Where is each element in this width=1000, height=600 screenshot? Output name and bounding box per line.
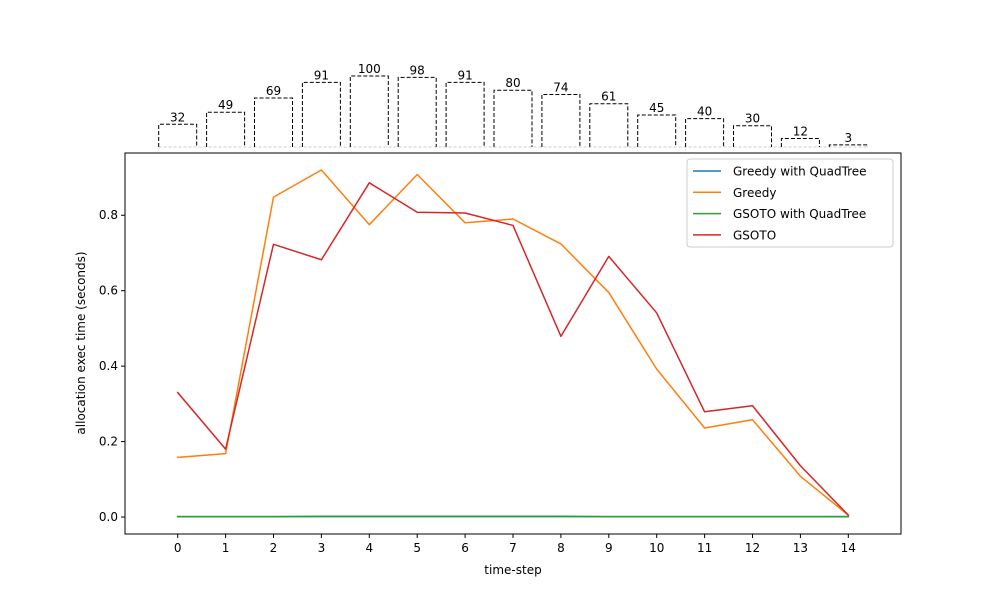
y-axis-label: allocation exec time (seconds) bbox=[74, 251, 88, 434]
y-tick-label: 0.2 bbox=[99, 435, 118, 449]
series-line-gsoto bbox=[176, 182, 850, 517]
top-bar-label: 74 bbox=[553, 80, 568, 94]
top-bar-label: 30 bbox=[745, 112, 760, 126]
x-tick-label: 7 bbox=[509, 541, 517, 555]
top-bar-label: 61 bbox=[601, 90, 616, 104]
top-bar bbox=[206, 111, 246, 147]
legend-label: GSOTO with QuadTree bbox=[733, 207, 866, 221]
x-tick-label: 10 bbox=[649, 541, 664, 555]
top-bar bbox=[589, 103, 629, 147]
y-axis: 0.0 0.2 0.4 0.6 0.8 bbox=[99, 208, 125, 524]
x-tick-label: 0 bbox=[174, 541, 182, 555]
x-tick-label: 4 bbox=[365, 541, 373, 555]
top-bar bbox=[253, 97, 293, 147]
top-bar bbox=[445, 81, 485, 147]
top-bar-label: 3 bbox=[844, 131, 852, 145]
top-bar-label: 40 bbox=[697, 105, 712, 119]
top-bar-label: 45 bbox=[649, 101, 664, 115]
x-axis-label: time-step bbox=[484, 563, 541, 577]
x-axis: 0 1 2 3 4 5 6 7 8 9 10 11 12 13 14 bbox=[174, 534, 856, 555]
legend-label: Greedy bbox=[733, 186, 776, 200]
top-bar-label: 49 bbox=[218, 98, 233, 112]
top-bar bbox=[397, 76, 437, 147]
top-bar-label: 12 bbox=[793, 124, 808, 138]
series-line-greedy bbox=[176, 169, 850, 517]
legend-box bbox=[686, 158, 894, 248]
x-tick-label: 5 bbox=[413, 541, 421, 555]
y-tick-label: 0.0 bbox=[99, 510, 118, 524]
x-tick-label: 3 bbox=[318, 541, 326, 555]
top-bar bbox=[158, 123, 198, 147]
y-tick-label: 0.6 bbox=[99, 284, 118, 298]
top-bar-label: 91 bbox=[314, 68, 329, 82]
top-bar-label: 91 bbox=[457, 68, 472, 82]
top-bar-label: 32 bbox=[170, 110, 185, 124]
top-bar-chart: 32 49 69 91 100 98 91 80 74 61 45 40 30 12 3 bbox=[158, 62, 868, 148]
x-tick-label: 9 bbox=[605, 541, 613, 555]
x-tick-label: 12 bbox=[745, 541, 760, 555]
legend-label: Greedy with QuadTree bbox=[733, 165, 867, 179]
legend: Greedy with QuadTree Greedy GSOTO with Qua… bbox=[686, 158, 894, 248]
top-bar bbox=[828, 144, 868, 147]
top-bar bbox=[733, 125, 773, 147]
top-bar-label: 100 bbox=[358, 62, 381, 76]
x-tick-label: 6 bbox=[461, 541, 469, 555]
x-tick-label: 2 bbox=[270, 541, 278, 555]
top-bar bbox=[637, 114, 677, 147]
x-tick-label: 1 bbox=[222, 541, 230, 555]
top-bar bbox=[493, 89, 533, 147]
top-bar bbox=[685, 118, 725, 147]
top-bar-label: 69 bbox=[266, 84, 281, 98]
top-bar-label: 80 bbox=[505, 76, 520, 90]
x-tick-label: 11 bbox=[697, 541, 712, 555]
x-tick-label: 13 bbox=[793, 541, 808, 555]
x-tick-label: 14 bbox=[841, 541, 856, 555]
legend-label: GSOTO bbox=[733, 228, 776, 242]
series-lines bbox=[176, 169, 850, 518]
top-bar-label: 98 bbox=[410, 63, 425, 77]
y-tick-label: 0.4 bbox=[99, 359, 118, 373]
top-bar bbox=[780, 137, 820, 147]
top-bar bbox=[349, 75, 389, 147]
top-bar bbox=[541, 93, 581, 147]
y-tick-label: 0.8 bbox=[99, 208, 118, 222]
x-tick-label: 8 bbox=[557, 541, 565, 555]
top-bar bbox=[301, 81, 341, 147]
